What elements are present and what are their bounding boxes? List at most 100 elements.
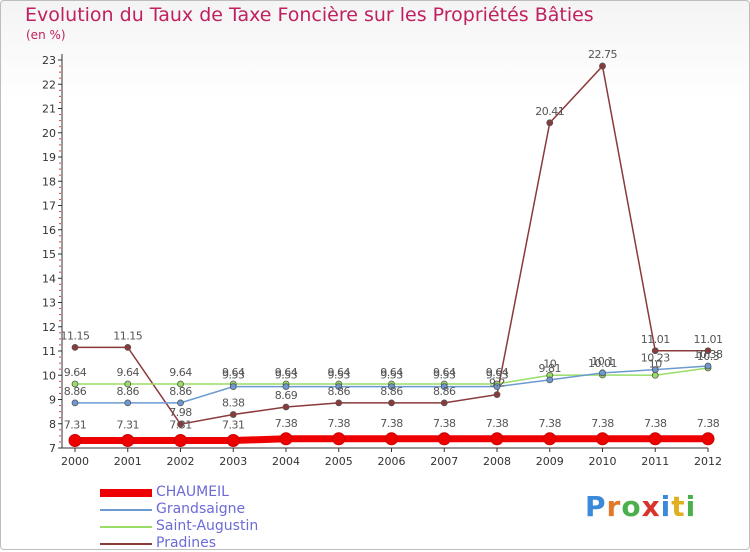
data-label: 10.1 xyxy=(591,355,614,368)
y-tick-label: 19 xyxy=(42,151,56,164)
x-tick-label: 2011 xyxy=(641,455,669,468)
unit-label: (en %) xyxy=(26,28,66,42)
data-label: 9.64 xyxy=(117,366,140,379)
data-point xyxy=(177,420,184,428)
data-label: 9.53 xyxy=(380,369,403,382)
data-point xyxy=(279,432,293,446)
data-point xyxy=(177,399,184,407)
data-label: 8.86 xyxy=(433,385,456,398)
x-tick-label: 2004 xyxy=(272,455,300,468)
data-point xyxy=(599,62,606,70)
y-tick-label: 15 xyxy=(42,248,56,261)
data-point xyxy=(177,380,184,388)
logo-letter: r xyxy=(606,490,622,523)
data-label: 10.38 xyxy=(694,348,723,361)
x-tick-label: 2006 xyxy=(378,455,406,468)
data-label: 8.86 xyxy=(117,385,140,398)
data-label: 9.81 xyxy=(539,362,562,375)
data-label: 9.53 xyxy=(486,369,509,382)
data-label: 9.53 xyxy=(328,369,351,382)
data-label: 7.31 xyxy=(64,418,87,431)
logo-letter: P xyxy=(585,490,607,523)
data-label: 9.64 xyxy=(328,366,351,379)
data-point xyxy=(701,432,715,446)
data-label: 10.01 xyxy=(588,357,617,370)
data-label: 8.69 xyxy=(275,389,298,402)
data-label: 8.86 xyxy=(380,385,403,398)
data-point xyxy=(226,433,240,447)
data-point xyxy=(704,362,712,370)
data-label: 11.15 xyxy=(61,329,90,342)
data-point xyxy=(648,432,662,446)
data-point xyxy=(229,411,237,418)
data-point xyxy=(282,383,290,391)
data-label: 9.53 xyxy=(275,369,298,382)
y-tick-label: 20 xyxy=(42,127,56,140)
data-point xyxy=(71,399,79,407)
x-tick-label: 2012 xyxy=(694,455,722,468)
y-tick-label: 17 xyxy=(42,200,56,213)
data-label: 9.2 xyxy=(489,377,505,390)
data-point xyxy=(282,403,290,411)
legend-label: Saint-Augustin xyxy=(156,518,259,534)
data-label: 9.64 xyxy=(433,366,456,379)
x-tick-label: 2001 xyxy=(114,455,142,468)
data-label: 10.3 xyxy=(697,350,720,363)
x-tick-label: 2008 xyxy=(483,455,511,468)
data-label: 7.31 xyxy=(222,418,245,431)
x-tick-label: 2000 xyxy=(61,455,89,468)
y-tick-label: 8 xyxy=(49,418,56,431)
data-label: 8.38 xyxy=(222,397,245,410)
logo-letter: t xyxy=(671,490,686,523)
data-point xyxy=(651,371,659,379)
data-point xyxy=(546,376,554,384)
data-point xyxy=(335,399,343,407)
chart-title: Evolution du Taux de Taxe Foncière sur l… xyxy=(25,4,594,26)
data-point xyxy=(546,119,554,127)
y-tick-label: 7 xyxy=(49,442,56,455)
data-point xyxy=(440,399,448,407)
y-tick-label: 22 xyxy=(42,78,56,91)
data-label: 7.38 xyxy=(486,417,509,430)
legend-swatch xyxy=(100,509,152,511)
data-label: 11.01 xyxy=(641,333,670,346)
data-point xyxy=(493,383,501,391)
data-point xyxy=(599,369,606,377)
y-tick-label: 14 xyxy=(42,272,56,285)
data-point xyxy=(388,399,395,407)
y-tick-label: 13 xyxy=(42,297,56,310)
data-point xyxy=(71,343,79,351)
logo-letter: x xyxy=(641,490,661,523)
data-label: 7.38 xyxy=(697,417,720,430)
data-label: 10 xyxy=(649,357,662,370)
data-label: 9.53 xyxy=(222,369,245,382)
y-tick-label: 18 xyxy=(42,175,56,188)
data-point xyxy=(388,383,395,391)
logo-letter: o xyxy=(621,490,642,523)
legend-label: CHAUMEIL xyxy=(156,484,229,500)
data-point xyxy=(490,432,504,446)
logo-letter: i xyxy=(685,490,697,523)
data-point xyxy=(335,383,343,391)
legend-swatch xyxy=(100,543,152,545)
x-tick-label: 2005 xyxy=(325,455,353,468)
data-label: 10 xyxy=(543,357,556,370)
data-label: 11.01 xyxy=(694,333,723,346)
data-label: 8.86 xyxy=(169,385,192,398)
y-tick-label: 12 xyxy=(42,321,56,334)
data-label: 9.64 xyxy=(380,366,403,379)
data-point xyxy=(121,433,135,447)
data-label: 9.53 xyxy=(433,369,456,382)
data-label: 7.38 xyxy=(644,417,667,430)
legend-label: Grandsaigne xyxy=(156,501,246,517)
data-point xyxy=(229,383,237,391)
data-label: 9.64 xyxy=(64,366,87,379)
data-label: 7.38 xyxy=(380,417,403,430)
data-point xyxy=(124,399,132,407)
data-point xyxy=(68,433,82,447)
x-tick-label: 2010 xyxy=(589,455,617,468)
data-point xyxy=(596,432,609,446)
data-label: 9.64 xyxy=(486,366,509,379)
